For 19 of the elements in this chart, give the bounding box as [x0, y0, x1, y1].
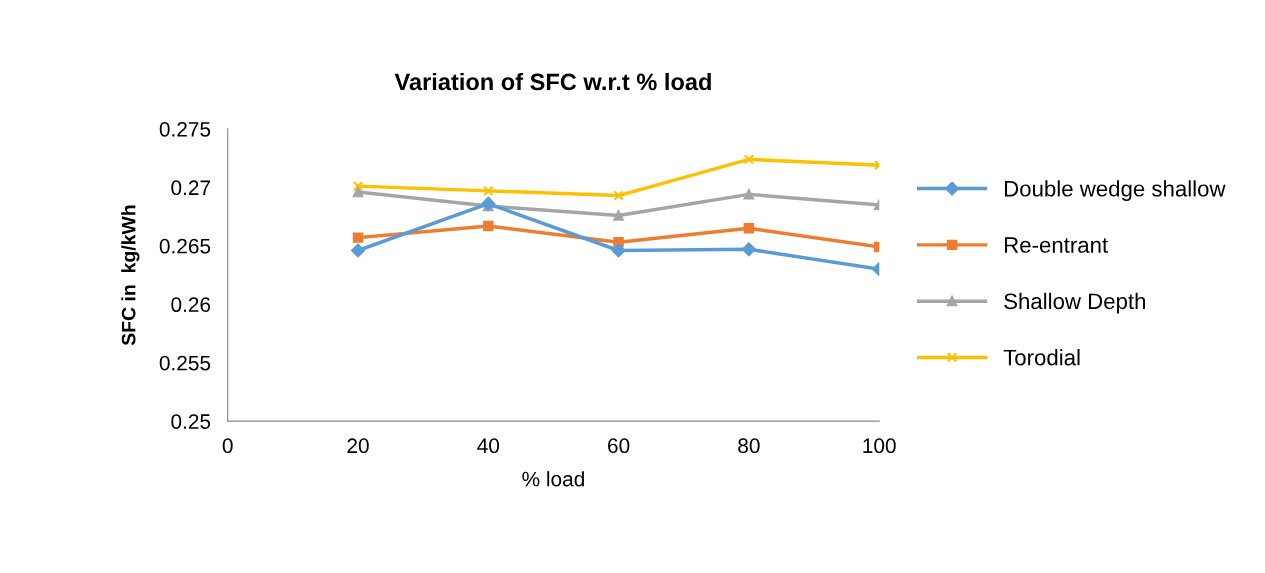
x-axis-title: % load: [522, 471, 584, 487]
legend-label: Double wedge shallow: [1004, 180, 1226, 201]
x-tick-label: 60: [608, 438, 630, 454]
legend-label: Torodial: [1003, 349, 1080, 366]
y-tick-label: 0.265: [159, 238, 211, 254]
x-tick-label: 100: [863, 438, 896, 454]
y-tick-label: 0.275: [159, 121, 211, 137]
chart-title: Variation of SFC w.r.t % load: [394, 72, 711, 91]
x-tick-label: 40: [477, 438, 500, 454]
legend-label: Re-entrant: [1004, 237, 1108, 253]
y-tick-label: 0.27: [171, 180, 210, 196]
y-tick-label: 0.26: [171, 297, 211, 313]
y-axis-title: SFC in kg/kWh: [121, 205, 140, 346]
x-tick-label: 80: [738, 438, 760, 454]
legend-label: Shallow Depth: [1004, 292, 1146, 314]
x-tick-label: 20: [347, 438, 369, 454]
x-tick-label: 0: [222, 438, 233, 454]
y-tick-label: 0.25: [171, 414, 211, 429]
y-tick-label: 0.255: [159, 355, 211, 371]
